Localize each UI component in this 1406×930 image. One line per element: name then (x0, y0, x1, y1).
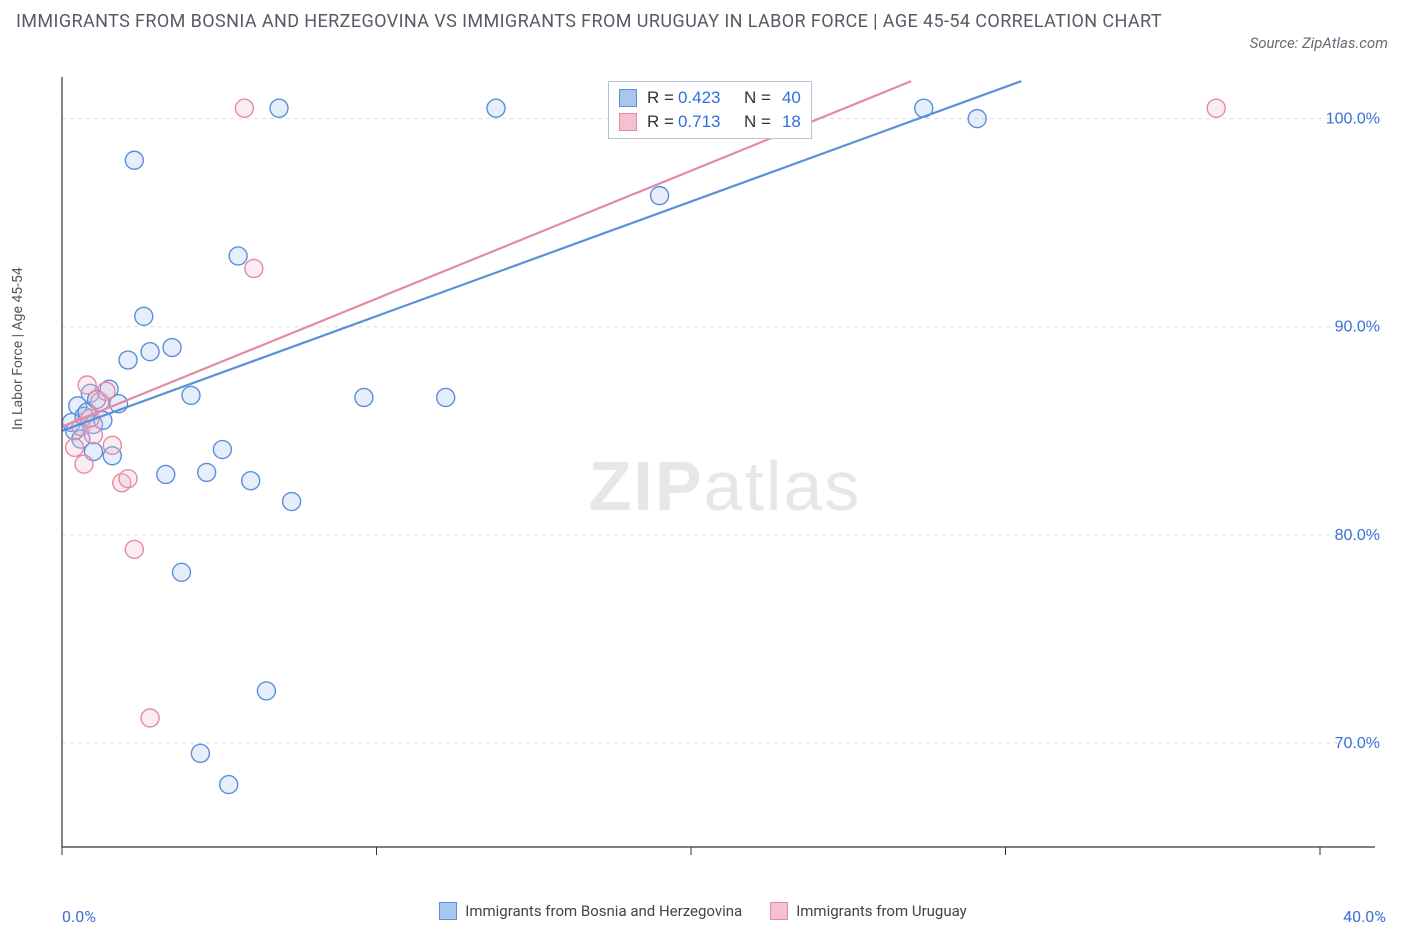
data-point (97, 382, 115, 400)
data-point (242, 472, 260, 490)
data-point (283, 493, 301, 511)
data-point (66, 438, 84, 456)
stat-label: N = (744, 88, 771, 108)
data-point (191, 744, 209, 762)
y-tick-label: 100.0% (1326, 111, 1380, 128)
y-tick-label: 70.0% (1335, 735, 1380, 752)
data-point (229, 247, 247, 265)
series-swatch (770, 902, 788, 920)
data-point (220, 776, 238, 794)
data-point (125, 540, 143, 558)
data-point (968, 110, 986, 128)
data-point (182, 386, 200, 404)
series-swatch (439, 902, 457, 920)
data-point (355, 388, 373, 406)
stats-row: R = 0.423 N = 40 (619, 86, 801, 110)
stat-label: R = (647, 112, 674, 132)
trend-line (62, 81, 1021, 431)
data-point (125, 151, 143, 169)
stats-row: R = 0.713 N = 18 (619, 110, 801, 134)
chart-title: IMMIGRANTS FROM BOSNIA AND HERZEGOVINA V… (16, 8, 1206, 37)
data-point (257, 682, 275, 700)
data-point (235, 99, 253, 117)
chart-area: ZIPatlas 70.0%80.0%90.0%100.0% R = 0.423… (60, 75, 1390, 865)
data-point (141, 343, 159, 361)
stat-label: N = (744, 112, 771, 132)
legend-label: Immigrants from Bosnia and Herzegovina (465, 902, 742, 920)
data-point (75, 455, 93, 473)
legend-item: Immigrants from Uruguay (770, 902, 967, 920)
y-tick-label: 80.0% (1335, 527, 1380, 544)
y-tick-label: 90.0% (1335, 319, 1380, 336)
data-point (84, 426, 102, 444)
y-axis-label: In Labor Force | Age 45-54 (10, 267, 26, 430)
stat-n-value: 18 (775, 112, 801, 132)
stat-n-value: 40 (775, 88, 801, 108)
stat-r-value: 0.423 (678, 88, 730, 108)
series-swatch (619, 89, 637, 107)
data-point (141, 709, 159, 727)
data-point (163, 339, 181, 357)
data-point (437, 388, 455, 406)
data-point (651, 187, 669, 205)
data-point (157, 465, 175, 483)
stat-r-value: 0.713 (678, 112, 730, 132)
data-point (487, 99, 505, 117)
series-swatch (619, 113, 637, 131)
legend-item: Immigrants from Bosnia and Herzegovina (439, 902, 742, 920)
data-point (103, 436, 121, 454)
data-point (119, 351, 137, 369)
data-point (78, 376, 96, 394)
data-point (198, 463, 216, 481)
source-label: Source: ZipAtlas.com (1250, 34, 1388, 52)
legend-label: Immigrants from Uruguay (796, 902, 967, 920)
scatter-plot: 70.0% 80.0% 90.0% 100.0% (60, 75, 1390, 865)
data-point (119, 470, 137, 488)
data-point (1207, 99, 1225, 117)
stats-legend-box: R = 0.423 N = 40 R = 0.713 N = 18 (608, 81, 812, 139)
stat-label: R = (647, 88, 674, 108)
legend-bottom: Immigrants from Bosnia and Herzegovina Im… (0, 902, 1406, 924)
data-point (213, 441, 231, 459)
data-point (135, 307, 153, 325)
data-point (173, 563, 191, 581)
data-point (245, 259, 263, 277)
data-point (270, 99, 288, 117)
